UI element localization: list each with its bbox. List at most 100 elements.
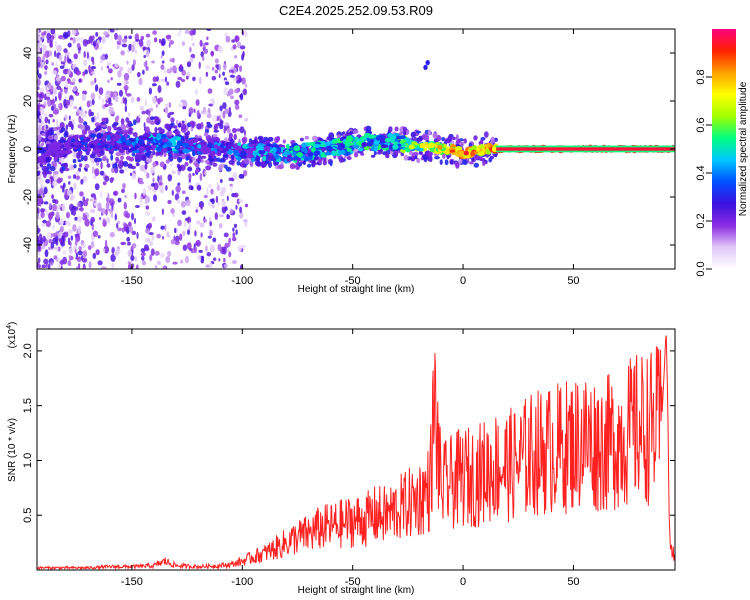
heatmap-cell <box>162 235 165 240</box>
heatmap-cell <box>119 159 124 167</box>
heatmap-cell <box>205 264 210 268</box>
heatmap-cell <box>181 190 186 194</box>
heatmap-cell <box>358 147 364 152</box>
heatmap-cell <box>234 63 239 69</box>
heatmap-cell <box>210 188 214 195</box>
heatmap-cell <box>439 159 443 166</box>
heatmap-cell <box>230 185 233 192</box>
heatmap-cell <box>137 139 145 146</box>
heatmap-cell <box>135 162 140 167</box>
heatmap-cell <box>273 144 280 149</box>
heatmap-cell <box>117 34 122 43</box>
heatmap-cell <box>142 69 145 75</box>
heatmap-cell <box>188 107 194 115</box>
heatmap-cell <box>76 256 82 263</box>
heatmap-cell <box>122 161 129 167</box>
heatmap-cell <box>60 185 63 189</box>
heatmap-cell <box>90 133 97 138</box>
heatmap-cell <box>82 90 88 95</box>
heatmap-cell <box>54 96 58 102</box>
heatmap-cell <box>195 168 200 173</box>
heatmap-cell <box>115 95 119 103</box>
heatmap-cell <box>65 124 69 131</box>
heatmap-cell <box>119 169 124 174</box>
heatmap-cell <box>238 65 243 72</box>
heatmap-cell <box>81 257 88 263</box>
heatmap-cell <box>47 99 51 107</box>
heatmap-cell <box>226 128 231 134</box>
heatmap-cell <box>195 206 199 210</box>
heatmap-cell <box>470 151 475 157</box>
heatmap-cell <box>211 204 216 209</box>
top-y-tick-label: -40 <box>22 237 34 253</box>
heatmap-cell <box>77 147 81 152</box>
heatmap-cell <box>184 255 190 264</box>
heatmap-cell <box>55 152 60 159</box>
heatmap-cell <box>59 218 64 226</box>
heatmap-cell <box>158 38 162 44</box>
heatmap-cell <box>382 147 389 151</box>
heatmap-cell <box>292 151 297 156</box>
heatmap-cell <box>91 166 95 174</box>
heatmap-cell <box>164 76 168 83</box>
heatmap-cell <box>192 42 195 47</box>
heatmap-cell <box>450 159 454 165</box>
heatmap-cell <box>179 64 183 70</box>
heatmap-cell <box>203 49 208 55</box>
heatmap-cell <box>182 148 190 154</box>
heatmap-cell <box>77 159 82 163</box>
heatmap-cell <box>67 189 72 196</box>
heatmap-cell <box>155 140 163 144</box>
heatmap-cell <box>68 254 72 262</box>
heatmap-cell <box>172 140 177 147</box>
heatmap-cell <box>223 127 226 134</box>
heatmap-cell <box>482 160 486 166</box>
heatmap-cell <box>116 222 119 229</box>
heatmap-cell <box>37 56 42 63</box>
heatmap-cell <box>148 107 154 112</box>
heatmap-cell <box>57 204 62 208</box>
heatmap-cell <box>132 132 138 137</box>
heatmap-cell <box>37 216 41 220</box>
heatmap-cell <box>233 223 238 228</box>
heatmap-cell <box>120 118 125 125</box>
heatmap-cell <box>238 114 243 118</box>
heatmap-cell <box>90 154 96 159</box>
colorbar-tick-label: 0.2 <box>695 213 707 228</box>
heatmap-cell <box>90 66 97 70</box>
heatmap-cell <box>301 142 307 148</box>
heatmap-cell <box>394 149 399 157</box>
heatmap-cell <box>48 113 54 118</box>
heatmap-cell <box>403 154 409 161</box>
heatmap-cell <box>63 48 68 53</box>
heatmap-cell <box>46 232 51 240</box>
heatmap-cell <box>373 151 377 156</box>
heatmap-cell <box>110 253 116 262</box>
heatmap-cell <box>106 90 112 95</box>
heatmap-cell <box>361 136 366 142</box>
heatmap-cell <box>67 42 72 48</box>
heatmap-cell <box>113 127 119 131</box>
heatmap-cell <box>230 154 235 161</box>
heatmap-cell <box>258 149 266 155</box>
heatmap-cell <box>225 35 231 43</box>
heatmap-cell <box>108 198 114 202</box>
heatmap-cell <box>209 97 213 102</box>
heatmap-cell <box>90 92 96 101</box>
heatmap-cell <box>124 194 127 199</box>
y-multiplier-label: (x104) <box>6 322 18 349</box>
heatmap-cell <box>38 177 44 186</box>
heatmap-cell <box>212 98 215 106</box>
heatmap-cell <box>227 249 230 253</box>
heatmap-cell <box>84 218 90 227</box>
heatmap-cell <box>353 152 359 158</box>
heatmap-cell <box>228 106 231 112</box>
heatmap-cell <box>152 216 156 223</box>
heatmap-cell <box>223 87 229 95</box>
heatmap-cell <box>196 150 202 155</box>
heatmap-cell <box>79 37 84 43</box>
heatmap-cell <box>207 201 212 207</box>
heatmap-cell <box>198 61 201 69</box>
heatmap-cell <box>44 65 48 70</box>
chart-title: C2E4.2025.252.09.53.R09 <box>279 3 433 18</box>
